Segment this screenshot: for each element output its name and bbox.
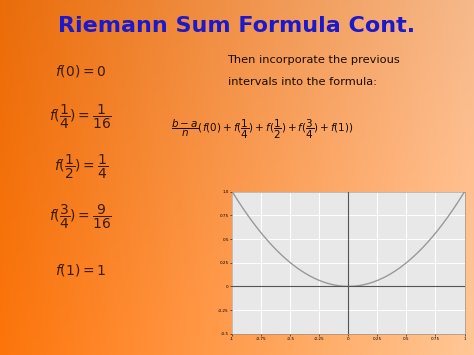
Text: $\dfrac{b-a}{n}(f(0)+f(\dfrac{1}{4})+f(\dfrac{1}{2})+f(\dfrac{3}{4})+f(1))$: $\dfrac{b-a}{n}(f(0)+f(\dfrac{1}{4})+f(\… [171,118,354,141]
Text: Then incorporate the previous: Then incorporate the previous [228,55,400,65]
Text: $f(1) = 1$: $f(1) = 1$ [55,262,106,278]
Text: $f(\dfrac{1}{2}) = \dfrac{1}{4}$: $f(\dfrac{1}{2}) = \dfrac{1}{4}$ [54,153,108,181]
Text: Riemann Sum Formula Cont.: Riemann Sum Formula Cont. [58,16,416,36]
Text: intervals into the formula:: intervals into the formula: [228,77,376,87]
Text: $f(\dfrac{1}{4}) = \dfrac{1}{16}$: $f(\dfrac{1}{4}) = \dfrac{1}{16}$ [49,103,112,131]
Text: $f(\dfrac{3}{4}) = \dfrac{9}{16}$: $f(\dfrac{3}{4}) = \dfrac{9}{16}$ [49,202,112,231]
Text: $f(0) = 0$: $f(0) = 0$ [55,63,106,79]
